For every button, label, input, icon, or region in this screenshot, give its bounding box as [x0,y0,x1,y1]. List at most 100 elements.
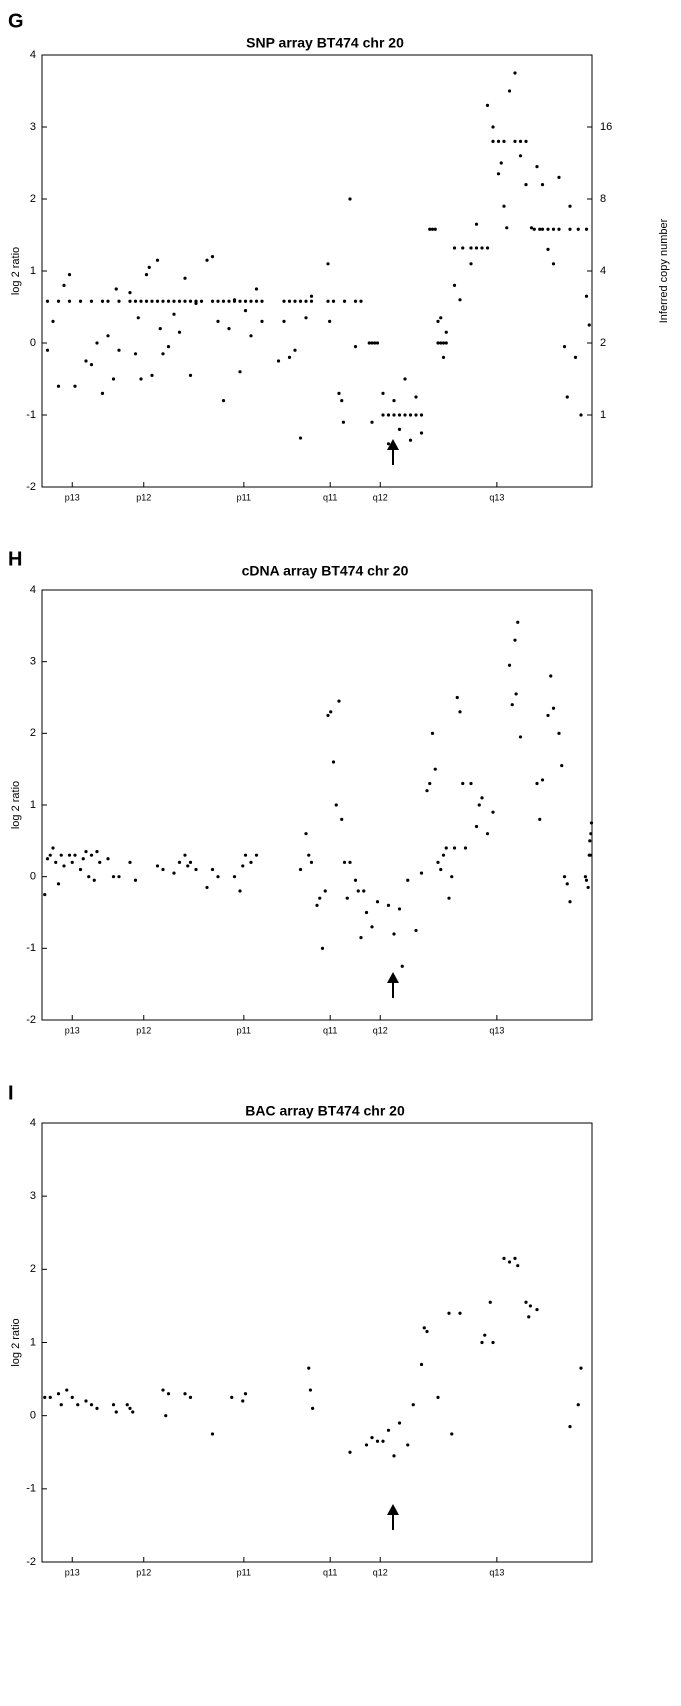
data-point [419,1362,424,1367]
data-point [488,1300,492,1304]
data-point [386,442,391,446]
data-point [584,878,589,882]
data-point [311,1406,315,1410]
y-tick-label: 2 [30,1263,36,1275]
data-point [92,878,96,882]
data-point [549,674,553,678]
data-point [507,663,512,667]
data-point [320,946,325,950]
data-point [397,413,402,417]
data-point [87,875,91,879]
data-point [562,345,567,349]
data-point [238,889,242,893]
data-point [461,781,465,786]
data-point [337,699,341,703]
data-point [331,760,336,764]
data-point [518,735,523,739]
data-point [524,1300,528,1304]
data-point [392,399,396,403]
data-point [133,352,138,356]
data-point [551,262,556,266]
data-point [216,319,220,323]
data-point [348,1450,352,1454]
y-tick-label: 3 [30,656,36,668]
plot-frame [41,1122,593,1563]
data-point [89,299,94,303]
data-point [326,713,330,718]
data-point [474,246,479,250]
data-point [397,907,402,911]
y-tick-label: 3 [30,121,36,133]
data-point [436,1395,440,1399]
data-point [386,1428,391,1432]
data-point [425,789,429,793]
data-point [356,889,360,893]
data-point [411,1403,415,1407]
x-tick-label: p11 [237,1025,251,1035]
y2-tick-label: 4 [600,265,606,277]
data-point [328,319,332,323]
data-point [164,1414,168,1418]
data-point [447,1311,451,1315]
data-point [474,222,479,226]
data-point [419,871,424,875]
data-point [414,928,418,933]
data-point [144,273,149,277]
data-point [589,821,594,825]
data-point [84,1399,88,1403]
data-point [491,125,495,129]
data-point [425,1329,429,1334]
x-tick-label: q12 [373,1567,388,1577]
data-point [359,935,363,940]
data-point [249,860,253,864]
data-point [375,341,380,345]
data-point [485,103,490,107]
data-point [419,413,424,417]
data-point [232,875,237,879]
y2-tick-label: 1 [600,409,606,421]
y-tick-label: -2 [26,1556,36,1568]
data-point [359,299,363,303]
data-point [573,355,578,359]
data-point [106,299,110,303]
data-point [95,849,99,854]
y-tick-label: 3 [30,1190,36,1202]
data-point [483,1333,487,1337]
data-point [73,853,77,857]
data-point [155,258,160,262]
data-point [546,713,550,718]
data-point [546,247,550,251]
chart-title: BAC array BT474 chr 20 [245,1103,405,1119]
data-point [516,620,520,624]
data-point [205,885,209,890]
data-point [345,896,349,900]
data-point [392,932,396,936]
data-point [510,703,514,707]
x-tick-label: q11 [323,1025,337,1035]
data-point [491,1340,495,1345]
data-point [422,1326,426,1330]
data-point [111,377,116,381]
data-point [505,226,509,230]
data-point [155,864,160,868]
data-point [177,299,182,303]
data-point [315,903,319,907]
x-tick-label: q11 [323,1567,337,1577]
data-point [106,857,110,861]
data-point [560,763,564,768]
data-point [186,864,190,868]
data-point [373,341,377,345]
data-point [89,363,94,367]
data-point [589,832,593,836]
data-point [433,227,437,231]
data-point [56,1392,61,1396]
data-point [513,139,517,143]
data-point [78,299,83,303]
data-point [158,327,162,331]
data-point [194,867,198,872]
data-point [370,420,374,424]
data-point [166,345,171,349]
data-point [538,817,542,821]
data-point [304,832,308,836]
data-point [342,299,347,303]
